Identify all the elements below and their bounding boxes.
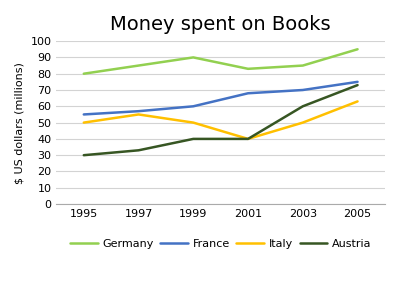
Italy — [191, 121, 196, 124]
France — [191, 105, 196, 108]
Line: Italy: Italy — [84, 101, 358, 139]
Italy — [300, 121, 305, 124]
Germany — [136, 64, 141, 67]
Legend: Germany, France, Italy, Austria: Germany, France, Italy, Austria — [66, 234, 376, 253]
France — [246, 91, 250, 95]
France — [300, 88, 305, 92]
Italy — [136, 113, 141, 116]
Germany — [81, 72, 86, 76]
France — [81, 113, 86, 116]
Line: Austria: Austria — [84, 85, 358, 155]
Germany — [355, 48, 360, 51]
France — [355, 80, 360, 84]
Germany — [300, 64, 305, 67]
France — [136, 109, 141, 113]
Title: Money spent on Books: Money spent on Books — [110, 15, 331, 34]
Italy — [355, 100, 360, 103]
Line: Germany: Germany — [84, 49, 358, 74]
Germany — [191, 56, 196, 59]
Italy — [246, 137, 250, 141]
Italy — [81, 121, 86, 124]
Austria — [136, 149, 141, 152]
Austria — [300, 105, 305, 108]
Austria — [246, 137, 250, 141]
Y-axis label: $ US dollars (millions): $ US dollars (millions) — [15, 62, 25, 184]
Austria — [81, 153, 86, 157]
Line: France: France — [84, 82, 358, 115]
Austria — [355, 83, 360, 87]
Austria — [191, 137, 196, 141]
Germany — [246, 67, 250, 71]
